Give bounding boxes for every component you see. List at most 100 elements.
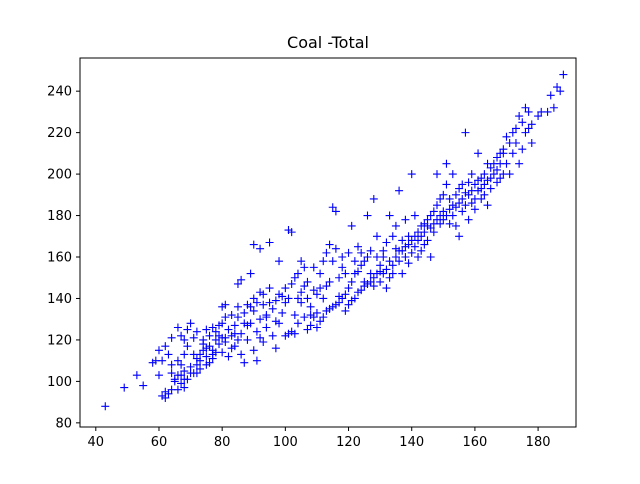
data-point: [316, 317, 325, 326]
data-point: [379, 269, 388, 278]
data-point: [252, 298, 261, 307]
data-point: [309, 263, 318, 272]
data-point: [505, 170, 514, 179]
data-point: [391, 253, 400, 262]
y-tick-label: 240: [47, 85, 72, 100]
data-point: [132, 371, 141, 380]
data-point: [256, 244, 265, 253]
data-point: [458, 194, 467, 203]
data-point: [180, 367, 189, 376]
data-point: [486, 174, 495, 183]
data-point: [369, 194, 378, 203]
data-point: [173, 385, 182, 394]
data-point: [265, 238, 274, 247]
data-point: [455, 199, 464, 208]
x-tick-label: 40: [88, 435, 105, 450]
data-point: [357, 286, 366, 295]
data-point: [350, 257, 359, 266]
axes: 40 60 80 100 120 140 160 180 80 100 120 140 160 180 20…: [47, 57, 577, 450]
data-point: [493, 178, 502, 187]
data-point: [436, 219, 445, 228]
data-point: [395, 257, 404, 266]
data-point: [401, 253, 410, 262]
data-point: [233, 335, 242, 344]
data-point: [534, 112, 543, 121]
data-point: [120, 383, 129, 392]
data-point: [432, 201, 441, 210]
data-point: [354, 267, 363, 276]
data-point: [183, 325, 192, 334]
data-point: [319, 257, 328, 266]
data-point: [312, 308, 321, 317]
data-point: [407, 170, 416, 179]
data-point: [300, 313, 309, 322]
data-point: [233, 279, 242, 288]
data-point: [275, 257, 284, 266]
data-point: [470, 180, 479, 189]
data-point: [382, 265, 391, 274]
data-point: [293, 319, 302, 328]
data-point: [205, 358, 214, 367]
data-point: [426, 211, 435, 220]
data-point: [407, 248, 416, 257]
data-point: [376, 261, 385, 270]
data-point: [271, 344, 280, 353]
data-point: [404, 240, 413, 249]
data-point: [268, 331, 277, 340]
data-point: [218, 319, 227, 328]
data-point: [268, 304, 277, 313]
data-point: [338, 263, 347, 272]
data-point: [451, 203, 460, 212]
data-point: [281, 298, 290, 307]
data-point: [183, 342, 192, 351]
data-point: [458, 180, 467, 189]
data-point: [455, 232, 464, 241]
data-point: [549, 103, 558, 112]
data-point: [385, 257, 394, 266]
data-point: [259, 290, 268, 299]
data-point: [369, 273, 378, 282]
data-point: [477, 194, 486, 203]
data-point: [448, 170, 457, 179]
data-point: [303, 325, 312, 334]
data-point: [328, 203, 337, 212]
data-point: [527, 138, 536, 147]
x-tick-label: 120: [336, 435, 361, 450]
data-point: [218, 348, 227, 357]
data-point: [211, 327, 220, 336]
data-point: [303, 277, 312, 286]
y-tick-label: 120: [47, 333, 72, 348]
x-tick-label: 80: [214, 435, 231, 450]
data-point: [515, 112, 524, 121]
y-tick-label: 100: [47, 375, 72, 390]
data-point: [445, 194, 454, 203]
data-point: [423, 236, 432, 245]
data-point: [518, 118, 527, 127]
data-point: [237, 350, 246, 359]
data-point: [297, 288, 306, 297]
data-point: [464, 215, 473, 224]
data-point: [395, 186, 404, 195]
data-point: [426, 223, 435, 232]
data-point: [262, 313, 271, 322]
data-point: [309, 286, 318, 295]
data-point: [458, 207, 467, 216]
data-point: [360, 257, 369, 266]
data-point: [249, 240, 258, 249]
data-point: [265, 284, 274, 293]
data-point: [287, 279, 296, 288]
data-point: [306, 302, 315, 311]
data-point: [297, 257, 306, 266]
data-point: [322, 248, 331, 257]
data-point: [420, 228, 429, 237]
data-point: [410, 211, 419, 220]
data-point: [265, 298, 274, 307]
data-point: [347, 221, 356, 230]
data-point: [177, 360, 186, 369]
data-point: [271, 296, 280, 305]
data-point: [290, 273, 299, 282]
data-point: [233, 302, 242, 311]
data-point: [180, 335, 189, 344]
data-point: [439, 207, 448, 216]
data-point: [559, 70, 568, 79]
